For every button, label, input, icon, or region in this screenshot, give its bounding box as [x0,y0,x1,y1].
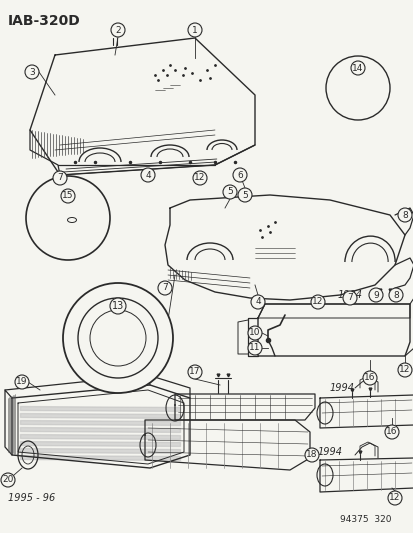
Circle shape [384,425,398,439]
Text: 4: 4 [145,171,150,180]
Circle shape [387,491,401,505]
Text: 5: 5 [242,190,247,199]
Text: 16: 16 [385,427,397,437]
Circle shape [362,371,376,385]
Circle shape [188,23,202,37]
Circle shape [158,281,171,295]
Circle shape [1,473,15,487]
Text: 1994: 1994 [317,447,342,457]
Text: 12: 12 [399,366,410,375]
Circle shape [247,326,261,340]
Circle shape [304,448,318,462]
Text: 20: 20 [2,475,14,484]
Text: 1: 1 [192,26,197,35]
Circle shape [233,168,247,182]
Circle shape [325,56,389,120]
Text: 9: 9 [372,290,378,300]
Text: 8: 8 [401,211,407,220]
Circle shape [397,208,411,222]
Text: 12: 12 [311,297,323,306]
Text: 12: 12 [388,494,400,503]
Text: 19: 19 [16,377,28,386]
Text: 15: 15 [62,191,74,200]
Text: 16: 16 [363,374,375,383]
Circle shape [188,365,202,379]
Circle shape [25,65,39,79]
Text: 12: 12 [194,174,205,182]
Circle shape [26,176,110,260]
Circle shape [141,168,154,182]
Circle shape [247,341,261,355]
Circle shape [61,189,75,203]
Circle shape [237,188,252,202]
Circle shape [15,375,29,389]
Text: 14: 14 [351,63,363,72]
Text: 7: 7 [346,294,352,303]
Text: 7: 7 [162,284,167,293]
Text: IAB-320D: IAB-320D [8,14,81,28]
Text: 5: 5 [227,188,232,197]
Text: 1995 - 96: 1995 - 96 [8,493,55,503]
Text: 10: 10 [249,328,260,337]
Text: 18: 18 [306,450,317,459]
Text: 6: 6 [237,171,242,180]
Text: 1994: 1994 [337,290,362,300]
Text: 4: 4 [254,297,260,306]
Circle shape [53,171,67,185]
Circle shape [310,295,324,309]
Circle shape [342,291,356,305]
Circle shape [111,23,125,37]
Circle shape [388,288,402,302]
Text: 1994: 1994 [329,383,354,393]
Text: 17: 17 [189,367,200,376]
Text: 7: 7 [57,174,63,182]
Circle shape [110,298,126,314]
Text: 94375  320: 94375 320 [339,515,391,524]
Circle shape [223,185,236,199]
Text: 13: 13 [112,301,124,311]
Text: 3: 3 [29,68,35,77]
Text: 11: 11 [249,343,260,352]
Circle shape [368,288,382,302]
Circle shape [192,171,206,185]
Circle shape [350,61,364,75]
Circle shape [250,295,264,309]
Text: 2: 2 [115,26,121,35]
Circle shape [63,283,173,393]
Text: 8: 8 [392,290,398,300]
Circle shape [397,363,411,377]
